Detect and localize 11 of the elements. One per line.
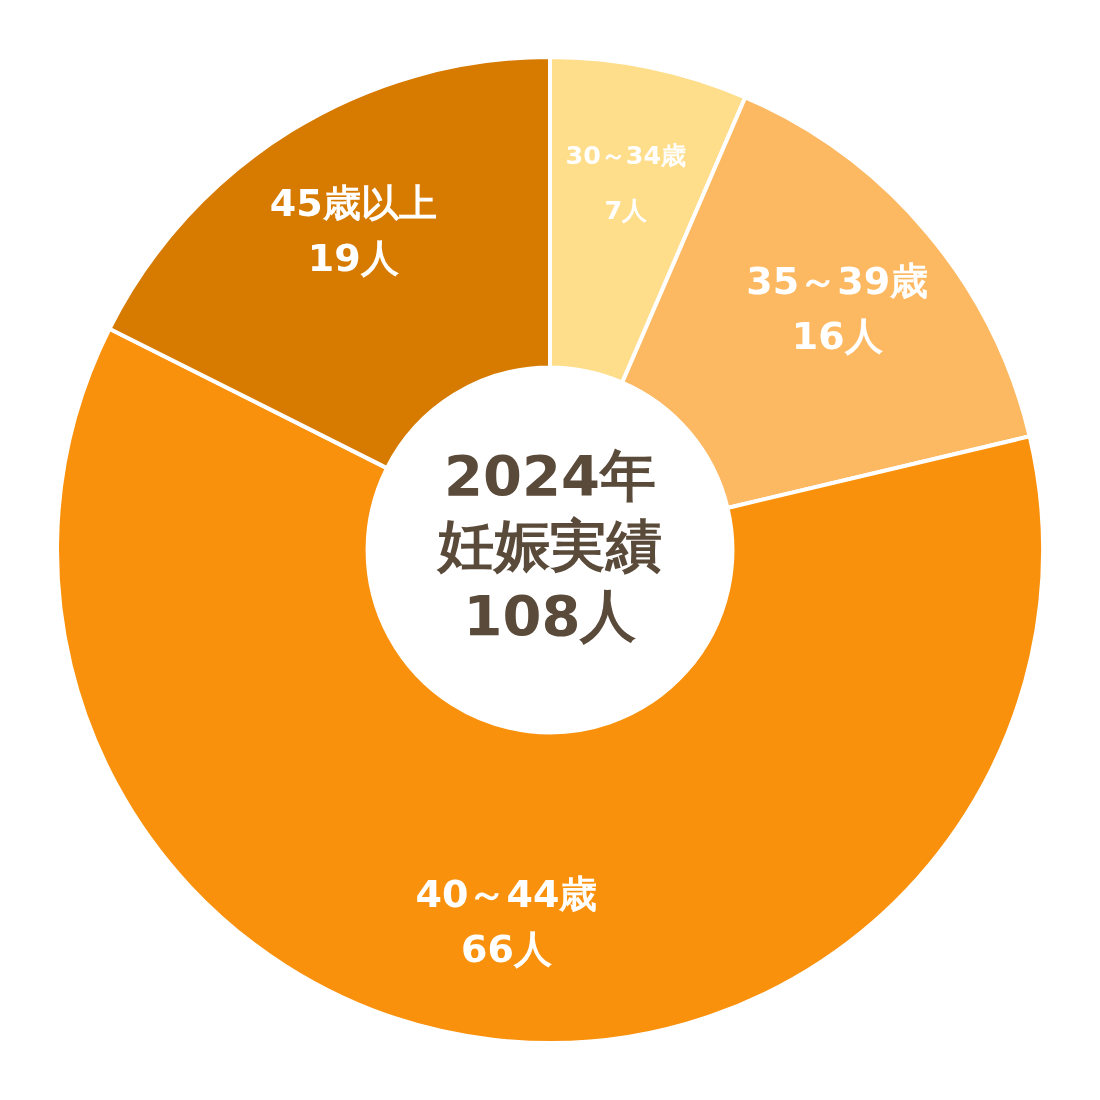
- data-label: 19人: [307, 235, 399, 280]
- data-label: 66人: [461, 927, 552, 972]
- text: 108人: [463, 582, 637, 648]
- data-label: 16人: [791, 313, 883, 358]
- slice-label: 30～34歳: [565, 140, 687, 171]
- text: 妊娠実績: [436, 512, 662, 578]
- slice-label: 45歳以上: [269, 180, 437, 225]
- data-label: 7人: [604, 195, 649, 226]
- slice-label: 40～44歳: [415, 872, 598, 917]
- text: 2024年: [444, 442, 656, 508]
- slice-label: 35～39歳: [746, 258, 929, 303]
